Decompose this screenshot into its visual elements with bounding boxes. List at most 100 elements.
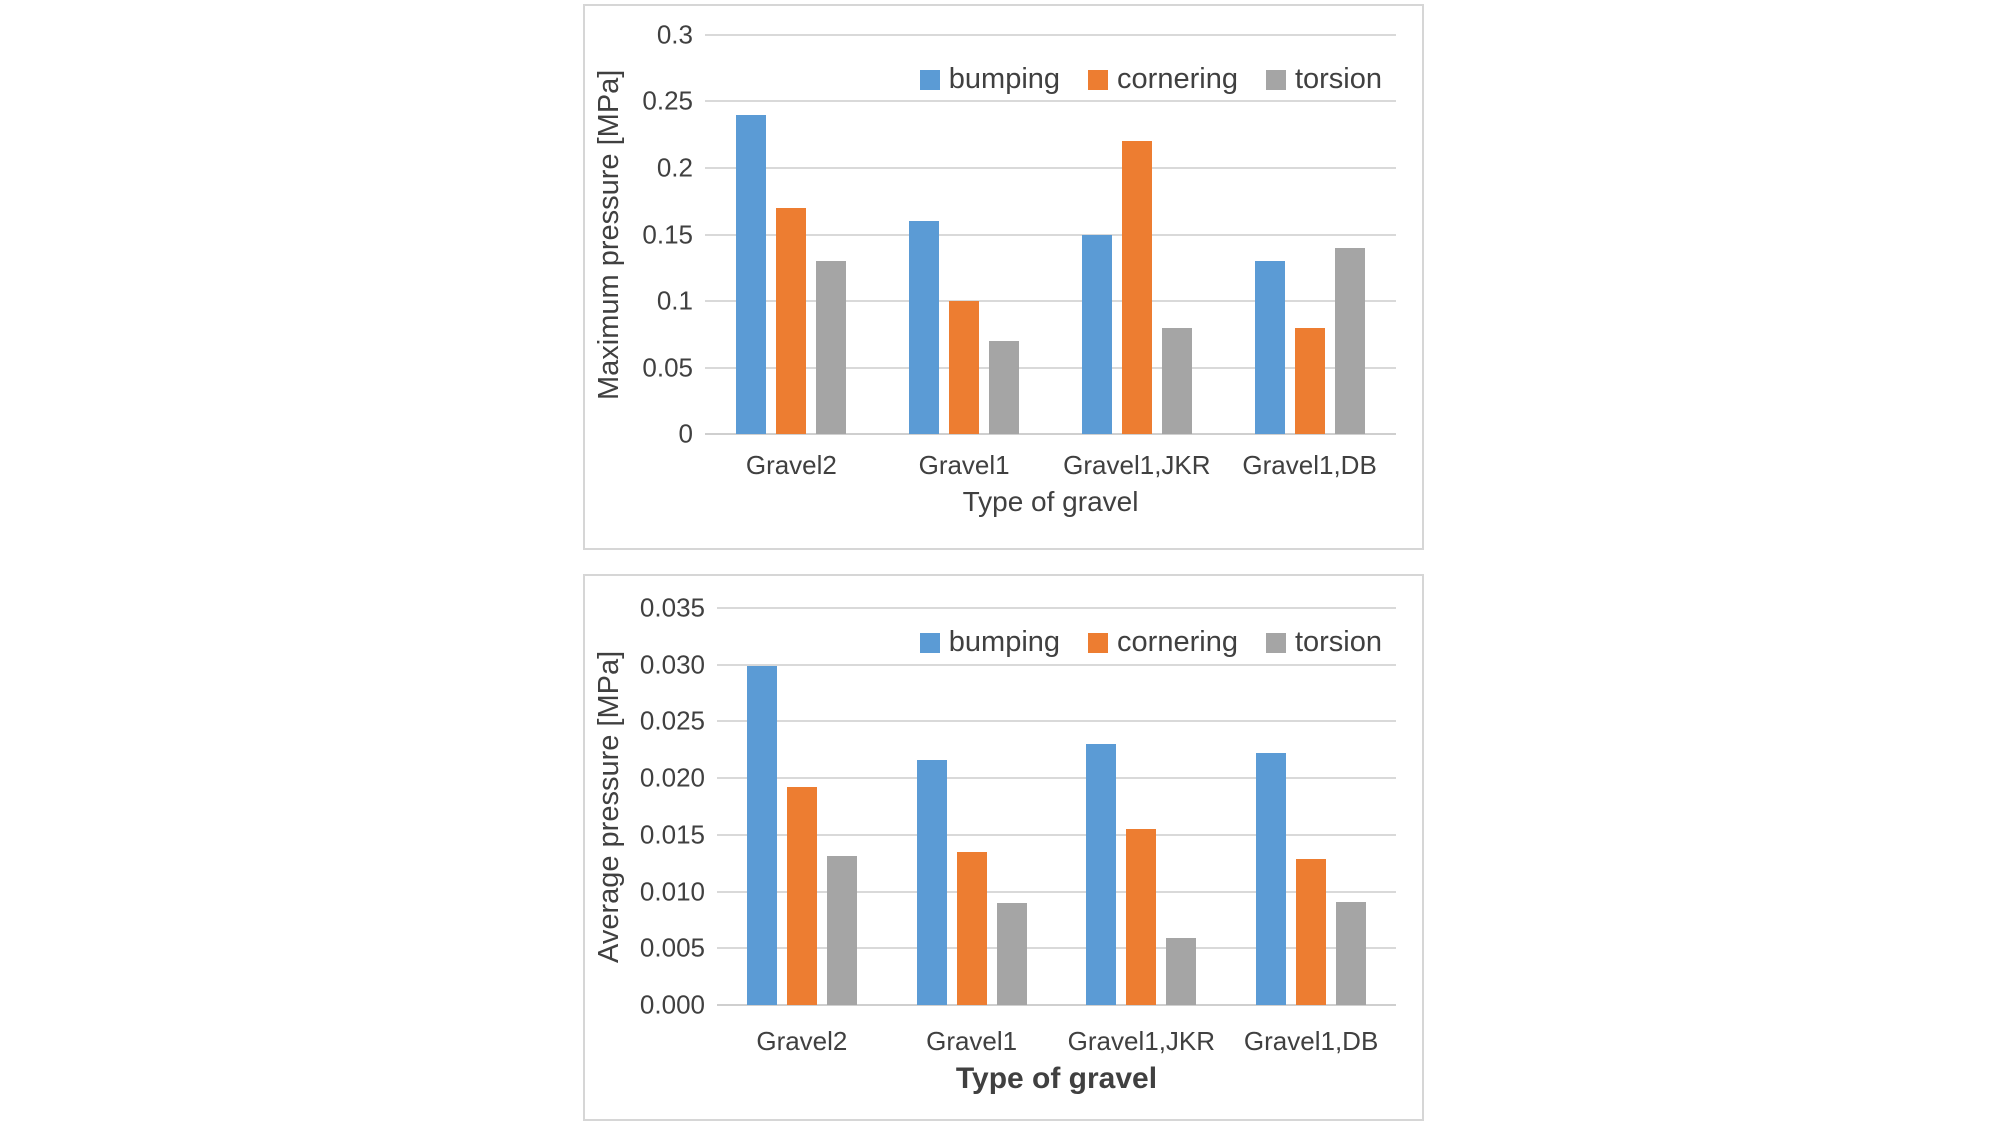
x-axis-line <box>717 1004 1396 1006</box>
y-tick-label: 0.035 <box>639 592 705 623</box>
y-tick-label: 0.25 <box>642 85 693 116</box>
gridline <box>717 890 1396 893</box>
legend-item: bumping <box>919 63 1061 96</box>
x-axis-line <box>705 433 1396 435</box>
bar-cornering <box>956 851 987 1005</box>
y-axis-labels: 0.3 0.25 0.2 0.15 0.1 0.05 0 <box>585 20 693 449</box>
bar-torsion <box>826 856 857 1005</box>
legend-swatch-bumping <box>919 632 940 653</box>
x-category-label: Gravel2 <box>745 450 837 480</box>
category-group <box>887 608 1057 1005</box>
x-axis-labels: Gravel2 Gravel1 Gravel1,JKR Gravel1,DB <box>705 450 1396 481</box>
bar-bumping <box>736 114 767 434</box>
y-tick-label: 0.15 <box>642 219 693 249</box>
x-axis-labels: Gravel2 Gravel1 Gravel1,JKR Gravel1,DB <box>717 1026 1396 1057</box>
category-group <box>1051 35 1224 434</box>
legend: bumping cornering torsion <box>919 63 1382 96</box>
legend-label: bumping <box>948 63 1061 95</box>
bar-cornering <box>1294 327 1325 434</box>
gridline <box>717 663 1396 666</box>
bar-torsion <box>1334 247 1365 434</box>
legend-swatch-torsion <box>1265 632 1286 653</box>
x-category-label: Gravel1,JKR <box>1067 1026 1216 1056</box>
gridline <box>717 607 1396 609</box>
legend-item: bumping <box>919 626 1061 659</box>
category-group <box>1223 35 1396 434</box>
bar-bumping <box>916 760 947 1005</box>
x-category-label: Gravel1 <box>918 450 1010 480</box>
category-group <box>1057 608 1227 1005</box>
y-axis-labels: 0.035 0.030 0.025 0.020 0.015 0.010 0.005 0.000 <box>585 593 705 1020</box>
bar-bumping <box>1086 744 1117 1005</box>
bar-torsion <box>989 340 1020 434</box>
bar-cornering <box>776 207 807 434</box>
gridline <box>717 720 1396 723</box>
legend-label: torsion <box>1294 626 1382 658</box>
y-tick-label: 0.025 <box>639 705 705 736</box>
y-tick-label: 0.1 <box>656 285 693 316</box>
gridline <box>717 947 1396 950</box>
bar-bumping <box>1254 261 1285 434</box>
y-tick-label: 0.05 <box>642 352 693 382</box>
gridline <box>717 833 1396 836</box>
legend-swatch-cornering <box>1088 632 1109 653</box>
category-group <box>705 35 878 434</box>
legend-label: cornering <box>1117 63 1238 95</box>
plot-area: bumping cornering torsion <box>717 607 1396 1006</box>
x-axis-title: Type of gravel <box>962 486 1139 517</box>
bar-cornering <box>786 787 817 1005</box>
bar-torsion <box>1336 901 1367 1005</box>
bar-bumping <box>1081 234 1112 434</box>
bar-torsion <box>816 261 847 434</box>
legend-label: cornering <box>1117 626 1238 658</box>
gridline <box>705 166 1396 169</box>
bar-cornering <box>1296 858 1327 1005</box>
legend-item: torsion <box>1265 63 1382 96</box>
gridline <box>717 777 1396 780</box>
bar-bumping <box>746 665 777 1005</box>
legend-swatch-bumping <box>919 69 940 90</box>
y-tick-label: 0.020 <box>639 762 705 793</box>
legend: bumping cornering torsion <box>919 626 1382 659</box>
category-group <box>717 608 887 1005</box>
y-tick-label: 0.3 <box>656 19 693 50</box>
x-category-label: Gravel1,DB <box>1243 1026 1379 1056</box>
gridline <box>705 34 1396 36</box>
x-category-label: Gravel1 <box>926 1026 1018 1056</box>
y-tick-label: 0.005 <box>639 932 705 963</box>
legend-item: torsion <box>1265 626 1382 659</box>
max-pressure-chart: Maximum pressure [MPa] 0.3 0.25 0.2 0.15 0.1… <box>583 4 1424 550</box>
x-category-label: Gravel2 <box>756 1026 848 1056</box>
bar-bumping <box>909 221 940 434</box>
y-tick-label: 0.030 <box>639 649 705 680</box>
y-tick-label: 0.010 <box>639 876 705 907</box>
bar-bumping <box>1256 753 1287 1005</box>
gridline <box>705 100 1396 103</box>
gridline <box>705 299 1396 302</box>
category-group <box>878 35 1051 434</box>
legend-item: cornering <box>1088 626 1238 659</box>
legend-swatch-torsion <box>1265 69 1286 90</box>
gridline <box>705 233 1396 236</box>
bar-cornering <box>1121 141 1152 434</box>
bar-torsion <box>1166 938 1197 1005</box>
avg-pressure-chart: Average pressure [MPa] 0.035 0.030 0.025 0.… <box>583 574 1424 1121</box>
category-group <box>1226 608 1396 1005</box>
x-category-label: Gravel1,DB <box>1242 450 1377 480</box>
x-axis-title: Type of gravel <box>955 1062 1158 1095</box>
y-tick-label: 0.000 <box>639 989 705 1020</box>
legend-label: bumping <box>948 626 1061 658</box>
x-category-label: Gravel1,JKR <box>1063 450 1211 480</box>
legend-swatch-cornering <box>1088 69 1109 90</box>
bar-torsion <box>1161 327 1192 434</box>
gridline <box>705 366 1396 369</box>
bar-cornering <box>1126 829 1157 1005</box>
y-tick-label: 0.2 <box>656 152 693 183</box>
y-tick-label: 0.015 <box>639 819 705 850</box>
y-tick-label: 0 <box>678 418 693 449</box>
bar-torsion <box>996 902 1027 1005</box>
bar-cornering <box>949 301 980 434</box>
legend-item: cornering <box>1088 63 1238 96</box>
plot-area: bumping cornering torsion <box>705 34 1396 435</box>
legend-label: torsion <box>1294 63 1382 95</box>
